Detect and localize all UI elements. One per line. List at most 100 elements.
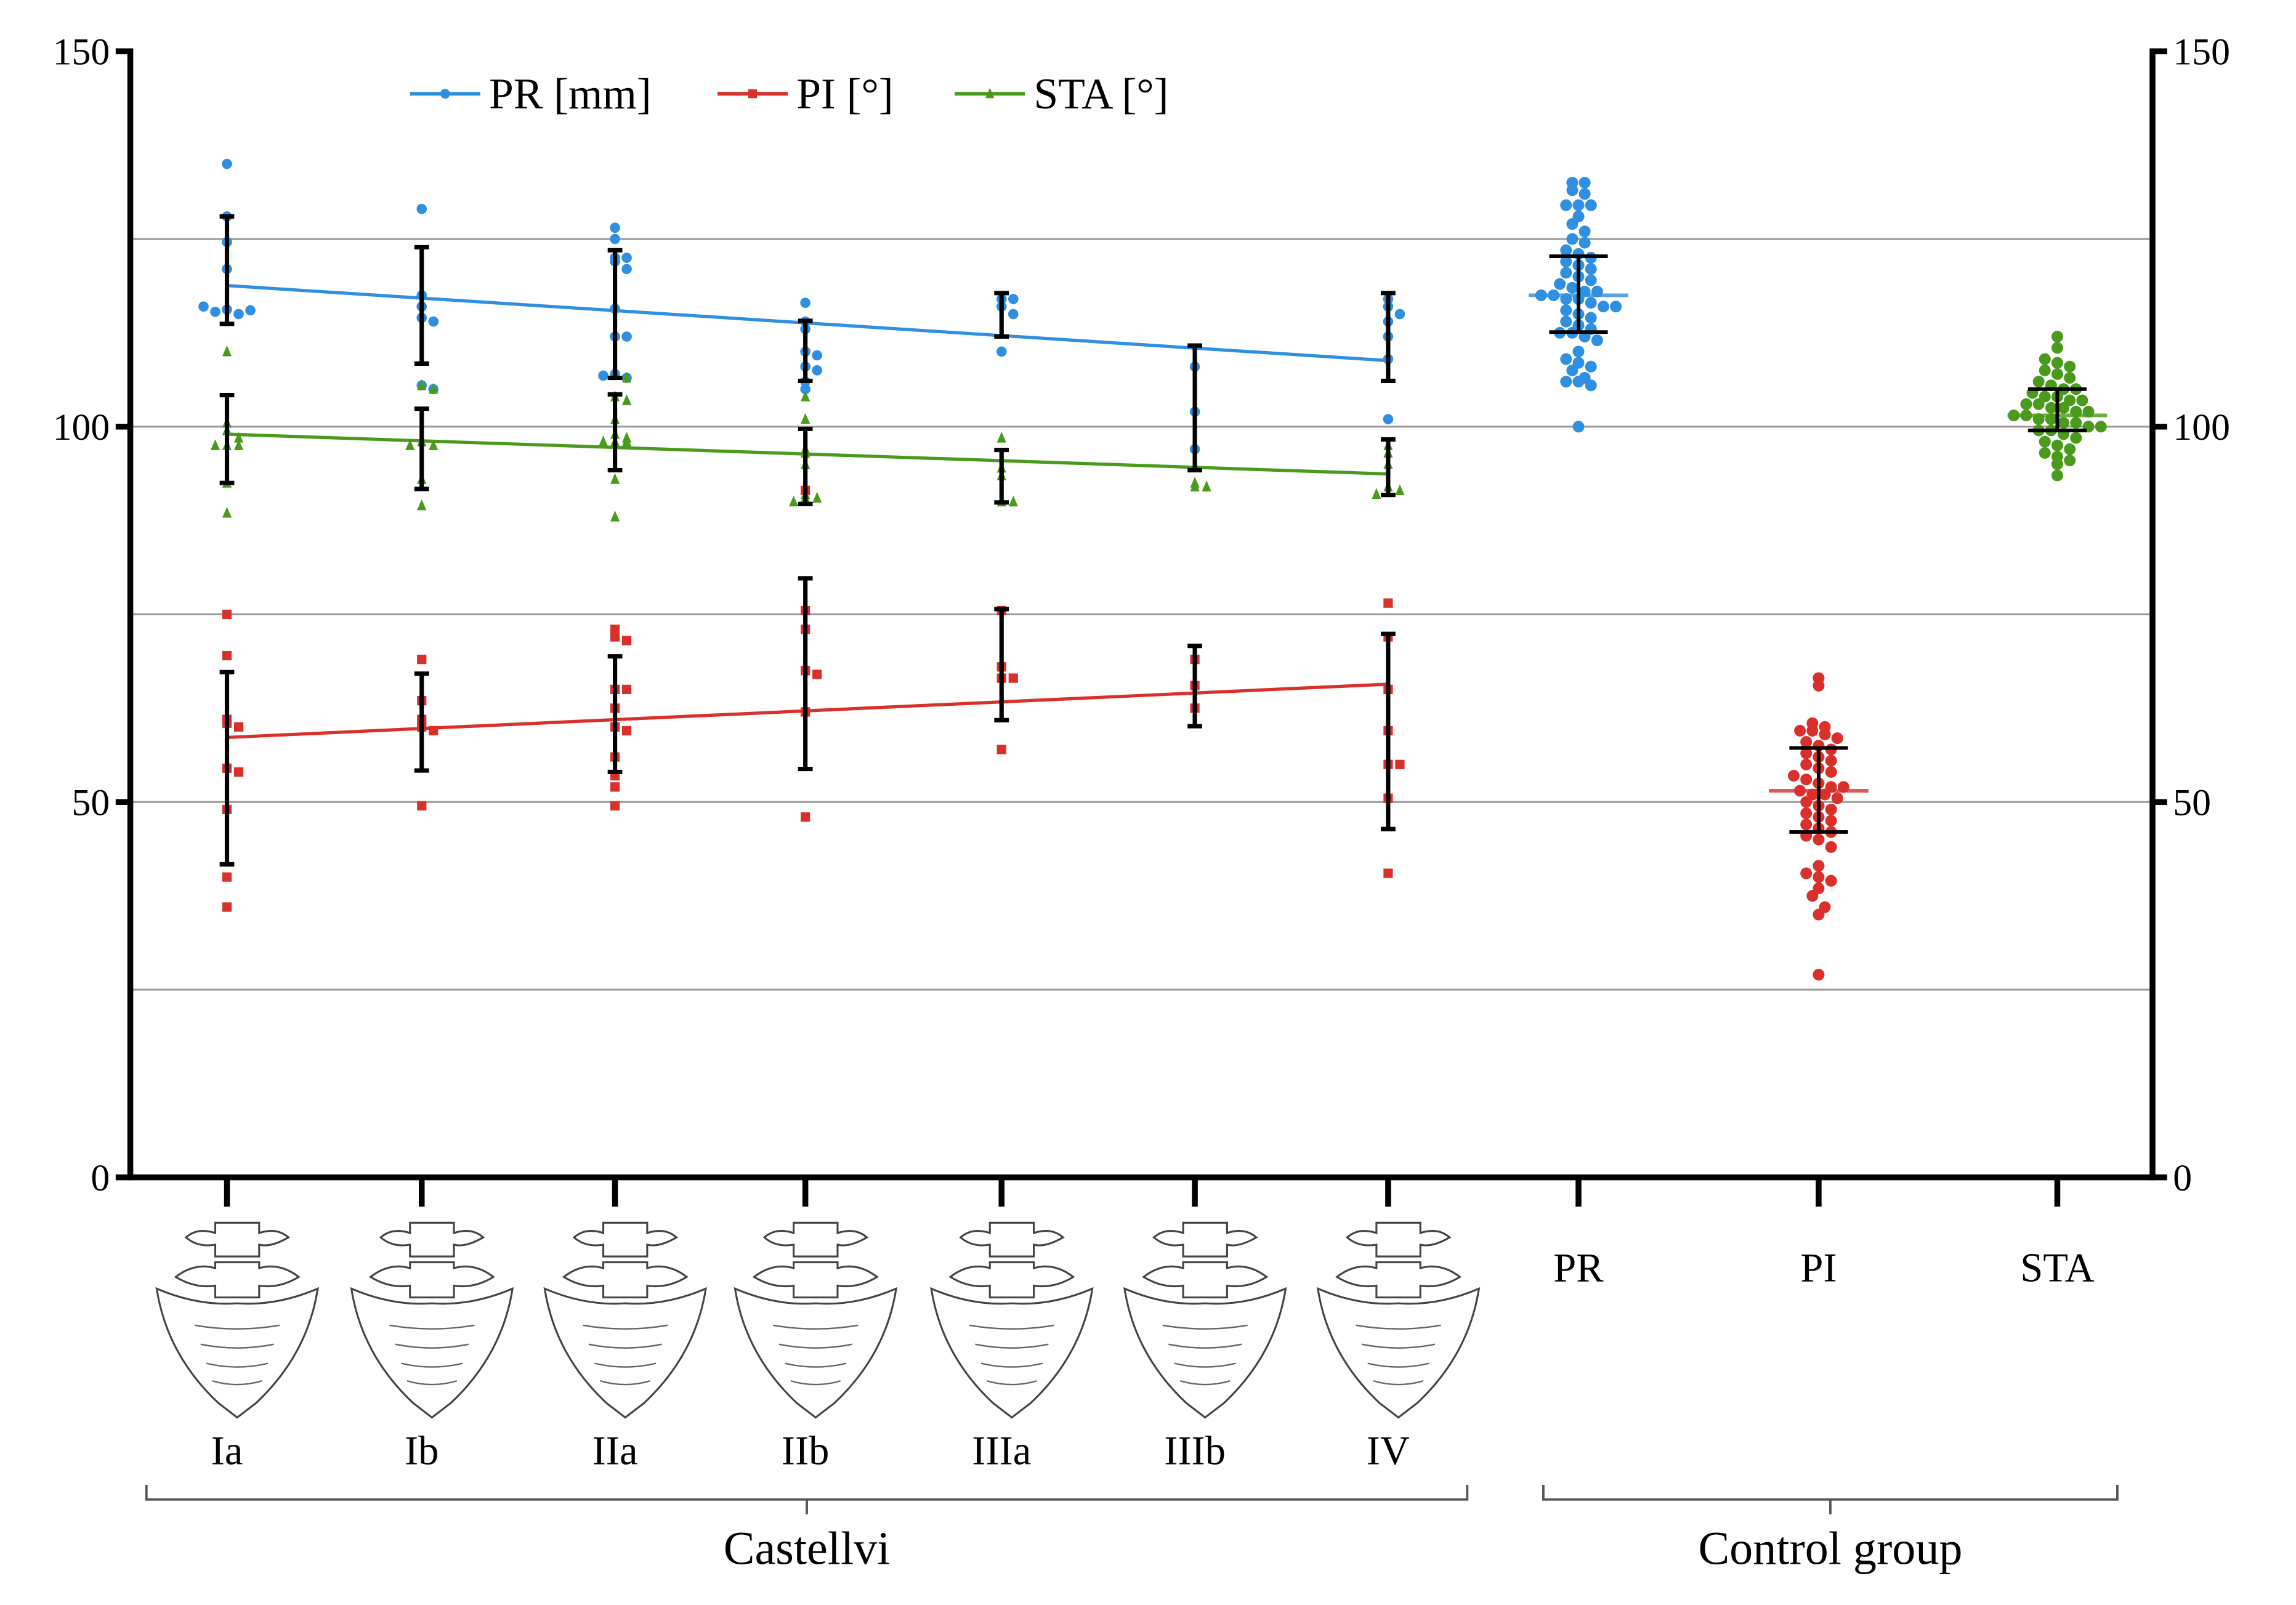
category-label: IIb: [782, 1429, 830, 1474]
pr-control-point: [1585, 312, 1597, 324]
sacral-line: [1174, 1362, 1236, 1368]
error-bar: [994, 447, 1009, 505]
vertebra-shape: [948, 1261, 1075, 1299]
sacrum-shape: [155, 1287, 319, 1419]
error-bar: [798, 318, 813, 383]
sacral-line: [583, 1324, 668, 1330]
sta-point: [621, 371, 632, 383]
pr-point: [428, 316, 439, 327]
pr-control-point: [1560, 304, 1572, 317]
pr-control-point: [1578, 237, 1591, 249]
sacral-line: [389, 1324, 475, 1330]
sacral-line: [1179, 1380, 1231, 1386]
sta-control-point: [2064, 443, 2076, 455]
sacral-line: [975, 1343, 1049, 1349]
pi-control-point: [1813, 860, 1825, 872]
pi-control-point: [1800, 736, 1813, 748]
pi-point: [996, 745, 1006, 754]
pr-control-point: [1560, 256, 1572, 268]
right-tick-label: 150: [2173, 31, 2230, 73]
sacral-line: [1367, 1362, 1429, 1368]
vertebra-shape: [1152, 1221, 1258, 1258]
pi-point: [812, 669, 822, 679]
pi-control-point: [1825, 841, 1837, 853]
sta-point: [429, 382, 439, 394]
sacral-line: [1361, 1343, 1436, 1349]
right-tick-label: 0: [2173, 1157, 2192, 1199]
pr-point: [812, 365, 822, 376]
pi-control-point: [1800, 747, 1813, 759]
vertebra-shape: [572, 1221, 679, 1258]
error-bar: [798, 426, 813, 506]
sd-bar: [2027, 387, 2087, 432]
pi-control-point: [1819, 901, 1831, 913]
vertebra-shape: [379, 1221, 485, 1258]
left-tick-label: 50: [72, 782, 110, 824]
sta-control-point: [2051, 357, 2063, 369]
pr-point: [1383, 414, 1394, 424]
sta-point: [222, 506, 232, 518]
control-group-brace: Control group: [1542, 1484, 2119, 1574]
vertebra-shape: [184, 1221, 291, 1258]
pi-control-point: [1825, 815, 1837, 827]
pr-point: [598, 370, 608, 381]
error-bar: [994, 607, 1009, 722]
pi-control-point: [1800, 774, 1813, 786]
pr-point: [245, 305, 256, 316]
sacral-line: [594, 1362, 657, 1368]
pr-control-point: [1560, 267, 1572, 279]
sta-control-point: [2045, 402, 2057, 414]
pr-control-point: [1560, 199, 1572, 211]
sacral-line: [980, 1362, 1043, 1368]
pr-control-point: [1560, 244, 1572, 256]
pr-point: [800, 297, 810, 308]
pi-point: [222, 902, 232, 912]
pr-control-point: [1585, 297, 1597, 309]
pi-point: [610, 801, 620, 811]
error-bar: [414, 406, 429, 491]
pi-point: [748, 89, 758, 99]
legend: PR [mm] PI [°] STA [°]: [410, 70, 1169, 118]
sta-point: [417, 499, 427, 511]
legend-label: STA [°]: [1034, 70, 1169, 118]
sacral-line: [395, 1343, 469, 1349]
vertebra-shape: [762, 1221, 869, 1258]
sacral-line: [212, 1380, 262, 1386]
sta-control-point: [2051, 368, 2063, 380]
pr-control-point: [1566, 233, 1578, 245]
left-tick-label: 0: [91, 1157, 110, 1199]
sta-control-point: [2095, 421, 2107, 433]
error-bar: [798, 576, 813, 772]
sta-point: [233, 439, 244, 450]
vertebra-shape: [368, 1261, 495, 1299]
vertebra-shape: [959, 1221, 1065, 1258]
pi-control-point: [1819, 721, 1831, 733]
pi-control-point: [1813, 871, 1825, 883]
group-label: Castellvi: [724, 1522, 890, 1574]
pi-control-point: [1831, 732, 1843, 745]
pi-control-point: [1806, 717, 1819, 729]
error-bar: [1187, 343, 1202, 473]
pi-control-point: [1813, 672, 1825, 684]
sta-control-point: [2064, 394, 2076, 406]
error-bar: [219, 393, 235, 485]
sd-bar: [1789, 746, 1848, 834]
sacrum-shape: [543, 1287, 707, 1419]
sta-point: [222, 345, 232, 357]
pr-point: [621, 331, 632, 342]
pr-point: [222, 158, 232, 169]
sta-control-point: [2039, 435, 2051, 448]
category-label: IIa: [592, 1429, 638, 1474]
pi-control-point: [1800, 819, 1813, 831]
sta-point: [812, 491, 822, 503]
error-bar: [607, 248, 623, 381]
pr-point: [1008, 294, 1019, 304]
sta-control-point: [2058, 417, 2070, 429]
sacral-line: [969, 1324, 1055, 1330]
sta-point: [405, 439, 415, 450]
sta-control-point: [2064, 360, 2076, 373]
sta-point: [598, 435, 608, 447]
brace-line: [145, 1484, 1469, 1514]
vertebra-shape: [562, 1261, 689, 1299]
pi-point: [1383, 598, 1393, 608]
